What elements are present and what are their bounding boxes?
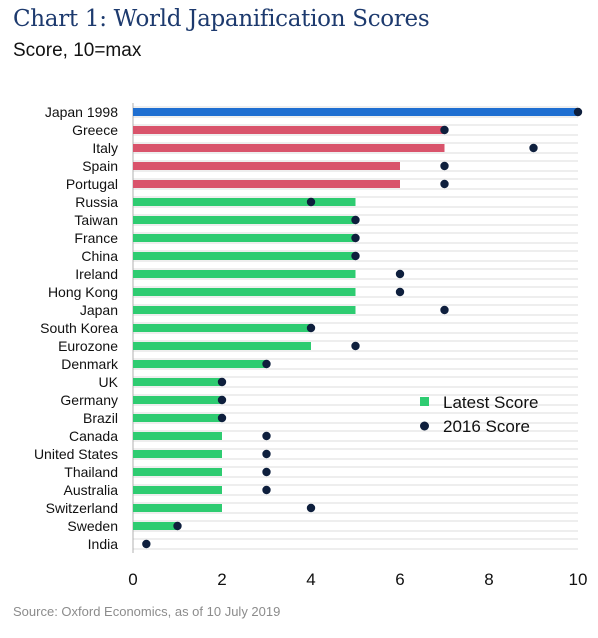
category-label: Thailand bbox=[64, 464, 118, 480]
dot-9 bbox=[395, 269, 405, 279]
dot-11 bbox=[440, 305, 449, 315]
legend-2016-label: 2016 Score bbox=[443, 417, 530, 436]
category-label: United States bbox=[34, 446, 118, 462]
dot-5 bbox=[306, 197, 316, 207]
dot-1 bbox=[440, 125, 449, 135]
dot-15 bbox=[217, 377, 227, 387]
dot-23 bbox=[173, 521, 182, 531]
bar-19 bbox=[133, 450, 222, 458]
category-label: Sweden bbox=[67, 518, 118, 534]
category-label: Italy bbox=[92, 140, 118, 156]
category-label: Taiwan bbox=[74, 212, 118, 228]
bar-21 bbox=[133, 486, 222, 494]
bar-9 bbox=[133, 270, 356, 278]
bar-15 bbox=[133, 378, 222, 386]
category-label: Russia bbox=[75, 194, 118, 210]
bar-6 bbox=[133, 216, 356, 224]
dot-13 bbox=[351, 341, 360, 351]
gridlines bbox=[132, 103, 578, 553]
x-tick-label: 8 bbox=[484, 570, 493, 589]
bar-5 bbox=[133, 198, 356, 206]
bar-14 bbox=[133, 360, 267, 368]
category-labels: Japan 1998 Greece Italy Spain Portugal Russia… bbox=[34, 104, 119, 552]
bar-0 bbox=[133, 108, 578, 116]
category-label: Brazil bbox=[83, 410, 118, 426]
bar-4 bbox=[133, 180, 400, 188]
x-tick-label: 6 bbox=[395, 570, 404, 589]
legend: Latest Score 2016 Score bbox=[420, 393, 538, 436]
category-label: Hong Kong bbox=[48, 284, 118, 300]
bar-3 bbox=[133, 162, 400, 170]
category-label: Germany bbox=[60, 392, 118, 408]
dot-17 bbox=[217, 413, 227, 423]
category-label: Eurozone bbox=[58, 338, 118, 354]
bar-22 bbox=[133, 504, 222, 512]
x-tick-label: 2 bbox=[217, 570, 226, 589]
bar-13 bbox=[133, 342, 311, 350]
category-label: Spain bbox=[82, 158, 118, 174]
category-label: Switzerland bbox=[46, 500, 118, 516]
bar-2 bbox=[133, 144, 445, 152]
category-label: Japan bbox=[80, 302, 118, 318]
bars bbox=[133, 108, 578, 530]
bar-12 bbox=[133, 324, 311, 332]
dot-18 bbox=[262, 431, 271, 441]
category-label: South Korea bbox=[40, 320, 118, 336]
bar-7 bbox=[133, 234, 356, 242]
dot-22 bbox=[306, 503, 316, 513]
dot-20 bbox=[262, 467, 271, 477]
x-tick-label: 4 bbox=[306, 570, 315, 589]
category-label: Japan 1998 bbox=[45, 104, 118, 120]
dot-0 bbox=[573, 107, 583, 117]
dot-19 bbox=[262, 449, 271, 459]
bar-20 bbox=[133, 468, 222, 476]
bar-10 bbox=[133, 288, 356, 296]
category-label: Portugal bbox=[66, 176, 118, 192]
x-tick-label: 0 bbox=[128, 570, 137, 589]
bar-18 bbox=[133, 432, 222, 440]
japanification-bar-chart: Japan 1998 Greece Italy Spain Portugal Russia… bbox=[34, 103, 587, 589]
bar-1 bbox=[133, 126, 445, 134]
dot-6 bbox=[351, 215, 360, 225]
category-label: China bbox=[81, 248, 118, 264]
x-tick-label: 10 bbox=[569, 570, 588, 589]
dot-10 bbox=[395, 287, 405, 297]
category-label: UK bbox=[99, 374, 119, 390]
dot-21 bbox=[262, 485, 271, 495]
x-axis-ticks: 0 2 4 6 8 10 bbox=[128, 570, 587, 589]
dot-3 bbox=[440, 161, 449, 171]
category-label: Ireland bbox=[75, 266, 118, 282]
chart-title: Chart 1: World Japanification Scores bbox=[13, 6, 430, 32]
bar-23 bbox=[133, 522, 178, 530]
category-label: Denmark bbox=[61, 356, 119, 372]
dot-24 bbox=[142, 539, 151, 549]
category-label: Greece bbox=[72, 122, 118, 138]
category-label: Canada bbox=[69, 428, 118, 444]
chart-subtitle: Score, 10=max bbox=[13, 40, 142, 61]
category-label: Australia bbox=[64, 482, 119, 498]
dots bbox=[142, 107, 583, 549]
dot-2 bbox=[529, 143, 538, 153]
dot-7 bbox=[351, 233, 360, 243]
bar-17 bbox=[133, 414, 222, 422]
dot-12 bbox=[306, 323, 316, 333]
category-label: India bbox=[88, 536, 119, 552]
dot-16 bbox=[217, 395, 227, 405]
legend-2016-marker bbox=[420, 421, 429, 431]
category-label: France bbox=[74, 230, 118, 246]
bar-11 bbox=[133, 306, 356, 314]
dot-8 bbox=[351, 251, 360, 261]
source-note: Source: Oxford Economics, as of 10 July … bbox=[13, 604, 281, 619]
legend-latest-marker bbox=[420, 397, 429, 406]
bar-8 bbox=[133, 252, 356, 260]
legend-latest-label: Latest Score bbox=[443, 393, 538, 412]
dot-14 bbox=[262, 359, 271, 369]
bar-16 bbox=[133, 396, 222, 404]
dot-4 bbox=[440, 179, 449, 189]
